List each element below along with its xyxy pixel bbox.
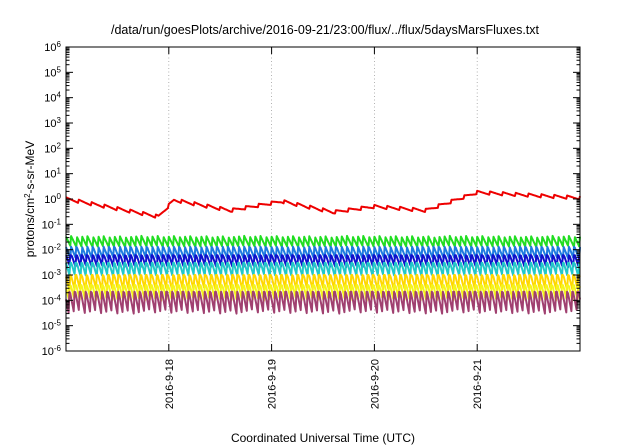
x-axis-label: Coordinated Universal Time (UTC) bbox=[231, 431, 415, 445]
x-tick-label: 2016-9-19 bbox=[267, 359, 279, 409]
y-tick-label: 103 bbox=[44, 116, 61, 131]
y-axis-label: protons/cm2-s-sr-MeV bbox=[23, 141, 38, 257]
x-tick-label: 2016-9-18 bbox=[164, 359, 176, 409]
y-tick-label: 106 bbox=[44, 40, 61, 55]
chart-title: /data/run/goesPlots/archive/2016-09-21/2… bbox=[111, 23, 540, 37]
series-line bbox=[65, 261, 581, 278]
series-line bbox=[65, 290, 581, 315]
y-tick-label: 10-5 bbox=[42, 318, 62, 333]
y-tick-label: 10-4 bbox=[42, 293, 62, 308]
x-axis: 2016-9-18 2016-9-19 2016-9-20 2016-9-21 bbox=[164, 47, 484, 409]
y-tick-label: 10-2 bbox=[42, 242, 62, 257]
series-group bbox=[65, 189, 581, 315]
y-tick-label: 102 bbox=[44, 141, 61, 156]
y-tick-label: 105 bbox=[44, 65, 61, 80]
y-tick-label: 101 bbox=[44, 166, 61, 181]
y-tick-label: 10-6 bbox=[42, 344, 62, 359]
x-tick-label: 2016-9-21 bbox=[472, 359, 484, 409]
series-line bbox=[65, 254, 581, 269]
y-tick-label: 104 bbox=[44, 90, 61, 105]
y-tick-label: 100 bbox=[44, 192, 61, 207]
y-tick-label: 10-1 bbox=[42, 217, 62, 232]
y-axis: 10-6 10-5 10-4 10-3 10-2 10-1 100 101 102 103 104 1… bbox=[42, 40, 580, 359]
x-tick-label: 2016-9-20 bbox=[369, 359, 381, 409]
series-line bbox=[65, 234, 581, 249]
series-line bbox=[65, 189, 581, 219]
y-tick-label: 10-3 bbox=[42, 268, 62, 283]
